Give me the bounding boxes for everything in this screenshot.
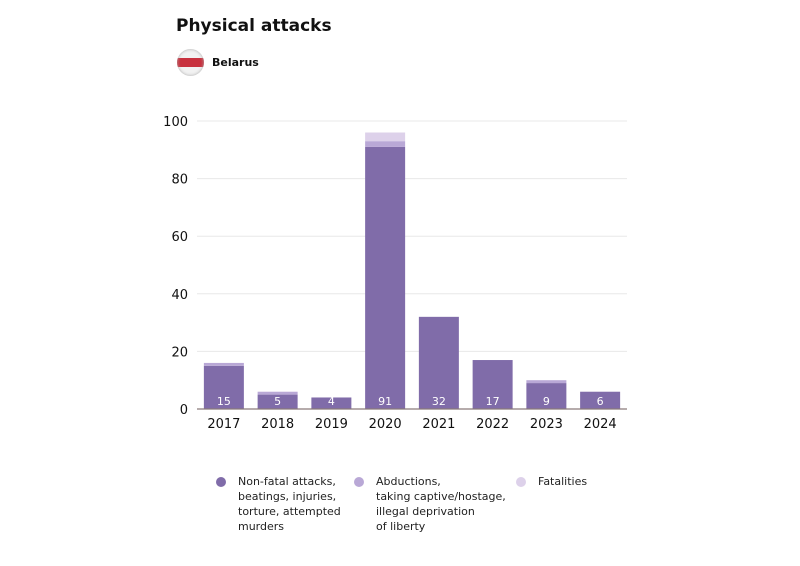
data-label: 4 (328, 395, 335, 408)
bar-segment (418, 316, 459, 409)
y-tick-label: 0 (180, 403, 188, 418)
legend-swatch (216, 477, 226, 487)
legend-label: taking captive/hostage, (376, 490, 506, 503)
data-label: 91 (378, 395, 392, 408)
chart-title: Physical attacks (176, 16, 332, 36)
data-label: 15 (217, 395, 231, 408)
x-tick-label: 2018 (261, 417, 294, 432)
legend-label: murders (238, 520, 285, 533)
legend-item: Abductions, taking captive/hostage, illega… (354, 474, 506, 534)
y-tick-label: 100 (163, 115, 188, 130)
data-label: 32 (432, 395, 446, 408)
bar-segment (365, 132, 406, 142)
y-tick-label: 40 (171, 288, 188, 303)
x-tick-label: 2020 (369, 417, 402, 432)
bar-segment (580, 391, 621, 409)
legend-label: Fatalities (538, 475, 588, 488)
legend-label: beatings, injuries, (238, 490, 337, 503)
bar-segment (526, 380, 567, 384)
bar-segment (257, 391, 298, 395)
legend-item: Fatalities (516, 474, 588, 489)
x-tick-label: 2017 (207, 417, 240, 432)
x-tick-label: 2023 (530, 417, 563, 432)
legend-swatch (516, 477, 526, 487)
bar-segment (311, 397, 352, 409)
legend-swatch (354, 477, 364, 487)
y-tick-label: 60 (171, 230, 188, 245)
bar-segment (203, 362, 244, 366)
x-tick-label: 2022 (476, 417, 509, 432)
data-label: 17 (486, 395, 500, 408)
y-tick-label: 20 (171, 345, 188, 360)
legend-item: Non-fatal attacks, beatings, injuries, tor… (216, 474, 341, 534)
x-tick-label: 2019 (315, 417, 348, 432)
bar-segment (257, 394, 298, 409)
bar-segment (472, 360, 513, 409)
y-tick-label: 80 (171, 173, 188, 188)
data-label: 5 (274, 395, 281, 408)
legend-label: torture, attempted (238, 505, 341, 518)
belarus-flag-icon (177, 49, 204, 76)
legend-label: Abductions, (376, 475, 441, 488)
x-tick-label: 2024 (584, 417, 617, 432)
legend-label: Non-fatal attacks, (238, 475, 336, 488)
data-label: 6 (597, 395, 604, 408)
bar-segment (203, 365, 244, 409)
bar-segment (526, 383, 567, 409)
data-label: 9 (543, 395, 550, 408)
bar-segment (365, 146, 406, 410)
country-label: Belarus (212, 56, 259, 69)
x-tick-label: 2021 (422, 417, 455, 432)
legend-label: illegal deprivation (376, 505, 475, 518)
bar-segment (365, 141, 406, 147)
legend-label: of liberty (376, 520, 426, 533)
